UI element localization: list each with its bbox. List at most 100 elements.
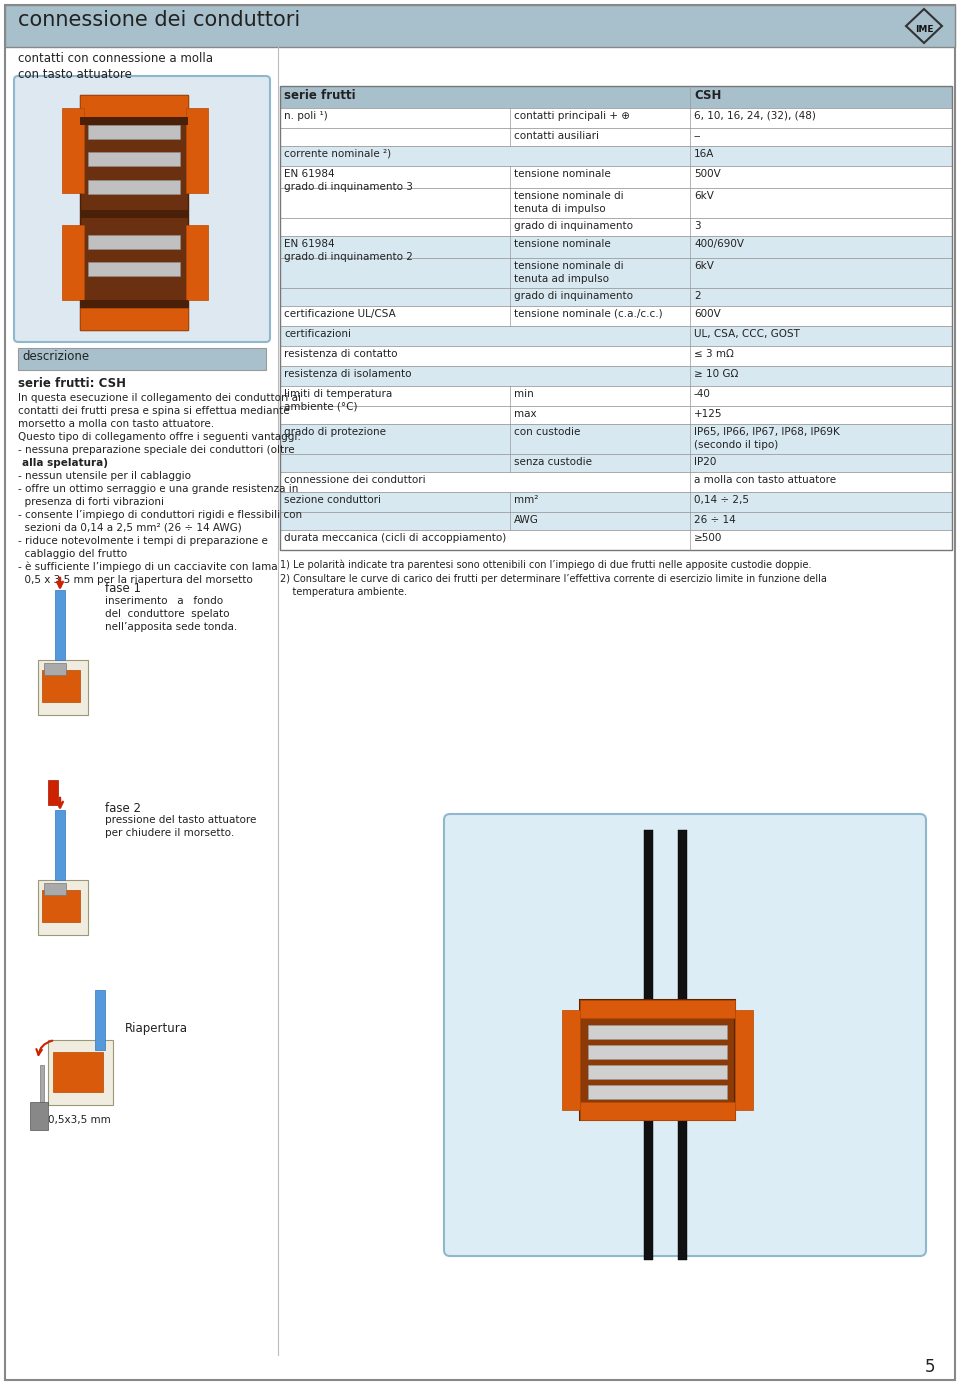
Text: temperatura ambiente.: temperatura ambiente. [280, 587, 407, 597]
Bar [280, 288, 952, 306]
Bar [38, 661, 88, 715]
Bar [588, 1065, 727, 1079]
Bar [95, 990, 105, 1050]
Text: contatti ausiliari: contatti ausiliari [514, 132, 599, 141]
Bar [280, 86, 952, 550]
Bar [55, 810, 65, 879]
Bar [280, 406, 952, 424]
Bar [580, 1000, 735, 1018]
Text: tensione nominale: tensione nominale [514, 240, 611, 249]
Text: - nessuna preparazione speciale dei conduttori (oltre: - nessuna preparazione speciale dei cond… [18, 445, 295, 456]
Text: morsetto a molla con tasto attuatore.: morsetto a molla con tasto attuatore. [18, 420, 214, 429]
Bar [80, 96, 188, 116]
Text: inserimento   a   fondo
del  conduttore  spelato
nell’apposita sede tonda.: inserimento a fondo del conduttore spela… [105, 596, 237, 632]
Text: ≥500: ≥500 [694, 533, 722, 543]
Text: tensione nominale di
tenuta di impulso: tensione nominale di tenuta di impulso [514, 191, 624, 213]
Text: --: -- [694, 132, 702, 141]
Bar [186, 108, 208, 193]
Bar [40, 1065, 44, 1105]
Text: 2: 2 [694, 291, 701, 301]
Bar [280, 325, 952, 346]
Bar [280, 108, 952, 127]
Text: UL, CSA, CCC, GOST: UL, CSA, CCC, GOST [694, 330, 800, 339]
Text: resistenza di isolamento: resistenza di isolamento [284, 368, 412, 379]
Text: EN 61984
grado di inquinamento 2: EN 61984 grado di inquinamento 2 [284, 240, 413, 262]
Text: 0,5 x 3,5 mm per la riapertura del morsetto: 0,5 x 3,5 mm per la riapertura del morse… [18, 575, 252, 584]
Text: corrente nominale ²): corrente nominale ²) [284, 150, 391, 159]
Bar [735, 1010, 753, 1109]
Bar [280, 145, 952, 166]
Bar [280, 366, 952, 386]
Bar [588, 1046, 727, 1060]
Text: - è sufficiente l’impiego di un cacciavite con lama: - è sufficiente l’impiego di un cacciavi… [18, 562, 277, 572]
Bar [80, 116, 188, 125]
Text: serie frutti: serie frutti [284, 89, 355, 102]
Text: 26 ÷ 14: 26 ÷ 14 [694, 515, 735, 525]
Text: -40: -40 [694, 389, 710, 399]
Text: alla spelatura): alla spelatura) [22, 458, 108, 468]
Bar [678, 1090, 687, 1260]
Text: connessione dei conduttori: connessione dei conduttori [18, 10, 300, 30]
Text: sezione conduttori: sezione conduttori [284, 494, 381, 506]
Bar [62, 108, 84, 193]
Text: mm²: mm² [514, 494, 539, 506]
Text: ≥ 10 GΩ: ≥ 10 GΩ [694, 368, 738, 379]
Text: grado di inquinamento: grado di inquinamento [514, 222, 633, 231]
Bar [53, 1053, 103, 1091]
Bar [88, 180, 180, 194]
Text: 6kV: 6kV [694, 191, 714, 201]
Text: - nessun utensile per il cablaggio: - nessun utensile per il cablaggio [18, 471, 191, 481]
Text: contatti dei frutti presa e spina si effettua mediante: contatti dei frutti presa e spina si eff… [18, 406, 290, 415]
Bar [280, 424, 952, 454]
Text: resistenza di contatto: resistenza di contatto [284, 349, 397, 359]
Bar [644, 1090, 653, 1260]
Text: 500V: 500V [694, 169, 721, 179]
Bar [62, 224, 84, 301]
Bar [280, 530, 952, 550]
Bar [280, 492, 952, 512]
FancyBboxPatch shape [14, 76, 270, 342]
Text: 2) Consultare le curve di carico dei frutti per determinare l’effettiva corrente: 2) Consultare le curve di carico dei fru… [280, 573, 827, 584]
Bar [88, 152, 180, 166]
Bar [644, 830, 653, 1030]
Bar [42, 891, 80, 922]
Bar [48, 1040, 113, 1105]
Text: Questo tipo di collegamento offre i seguenti vantaggi:: Questo tipo di collegamento offre i segu… [18, 432, 301, 442]
Text: EN 61984
grado di inquinamento 3: EN 61984 grado di inquinamento 3 [284, 169, 413, 191]
Bar [44, 663, 66, 674]
Text: IP20: IP20 [694, 457, 716, 467]
Text: limiti di temperatura
ambiente (°C): limiti di temperatura ambiente (°C) [284, 389, 393, 411]
Bar [42, 670, 80, 702]
Bar [280, 86, 952, 108]
Bar [80, 301, 188, 307]
Text: certificazioni: certificazioni [284, 330, 351, 339]
Text: min: min [514, 389, 534, 399]
Text: serie frutti: CSH: serie frutti: CSH [18, 377, 126, 391]
Text: +125: +125 [694, 409, 723, 420]
Bar [280, 188, 952, 217]
Bar [80, 211, 188, 217]
Text: tensione nominale di
tenuta ad impulso: tensione nominale di tenuta ad impulso [514, 260, 624, 284]
Bar [678, 830, 687, 1030]
Text: 400/690V: 400/690V [694, 240, 744, 249]
Text: ≤ 3 mΩ: ≤ 3 mΩ [694, 349, 733, 359]
Text: pressione del tasto attuatore
per chiudere il morsetto.: pressione del tasto attuatore per chiude… [105, 814, 256, 838]
Bar [580, 1102, 735, 1120]
Bar [88, 125, 180, 138]
Bar [280, 512, 952, 530]
Text: AWG: AWG [514, 515, 539, 525]
Text: 16A: 16A [694, 150, 714, 159]
Bar [80, 96, 188, 330]
Bar [18, 348, 266, 370]
Text: max: max [514, 409, 537, 420]
Text: n. poli ¹): n. poli ¹) [284, 111, 327, 120]
Bar [280, 166, 952, 188]
Text: In questa esecuzione il collegamento dei conduttori ai: In questa esecuzione il collegamento dei… [18, 393, 301, 403]
Text: presenza di forti vibrazioni: presenza di forti vibrazioni [18, 497, 164, 507]
Bar [186, 224, 208, 301]
Text: 6, 10, 16, 24, (32), (48): 6, 10, 16, 24, (32), (48) [694, 111, 816, 120]
Text: fase 1: fase 1 [105, 582, 141, 596]
Text: - riduce notevolmente i tempi di preparazione e: - riduce notevolmente i tempi di prepara… [18, 536, 268, 546]
Text: durata meccanica (cicli di accoppiamento): durata meccanica (cicli di accoppiamento… [284, 533, 506, 543]
Text: cablaggio del frutto: cablaggio del frutto [18, 548, 127, 560]
